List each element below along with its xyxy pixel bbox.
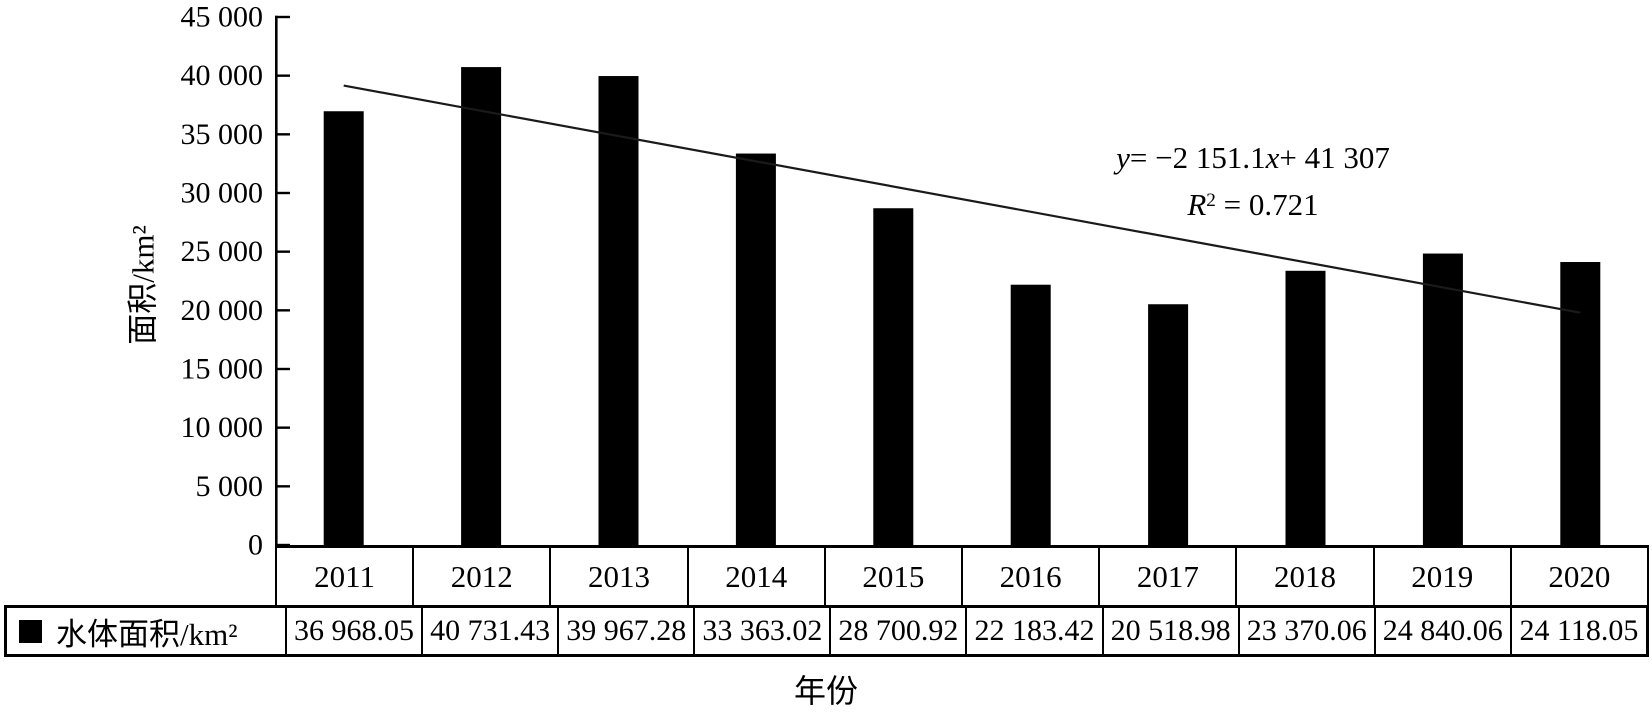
trendline-equation: y= −2 151.1x+ 41 307 R2 = 0.721	[1053, 134, 1453, 233]
legend-cell: 水体面积/km²	[7, 608, 287, 654]
y-tick-label: 45 000	[181, 1, 264, 34]
bar-chart-canvas: 0 5 000 10 000 15 000 20 000 25 000 30 000 35 0…	[181, 1, 1601, 561]
y-tick-label: 40 000	[181, 59, 264, 92]
data-table-row: 水体面积/km² 36 968.05 40 731.43 39 967.28 33 3…	[4, 605, 1649, 657]
equation-x-var: x	[1265, 140, 1280, 175]
equation-y-var: y	[1116, 140, 1130, 175]
y-tick-label: 20 000	[181, 294, 264, 327]
year-cell-2018: 2018	[1237, 548, 1375, 605]
y-tick-label: 35 000	[181, 118, 264, 151]
trend-line	[343, 84, 1581, 314]
year-cell-2015: 2015	[826, 548, 964, 605]
r-squared-exponent: 2	[1206, 189, 1216, 211]
year-cell-2011: 2011	[277, 548, 415, 605]
year-cell-2016: 2016	[963, 548, 1101, 605]
trendline-r-squared-line: R2 = 0.721	[1053, 181, 1453, 233]
value-cell-2015: 28 700.92	[831, 608, 968, 654]
y-tick-label: 15 000	[181, 353, 264, 386]
r-squared-symbol: R	[1187, 187, 1207, 222]
year-cell-2017: 2017	[1100, 548, 1238, 605]
legend-label: 水体面积/km²	[56, 616, 238, 652]
y-tick-label: 5 000	[196, 470, 264, 503]
bar-2013	[598, 76, 639, 547]
bar-2014	[735, 153, 776, 547]
year-cell-2020: 2020	[1548, 558, 1611, 594]
x-axis-year-row: 2011 2012 2013 2014 2015 2016 2017 2018 2019 2020	[275, 545, 1649, 605]
bar-2020	[1560, 262, 1601, 547]
r-squared-value: = 0.721	[1215, 187, 1319, 222]
x-axis-title: 年份	[793, 673, 858, 709]
value-cell-2014: 33 363.02	[695, 608, 832, 654]
value-cell-2018: 23 370.06	[1240, 608, 1376, 654]
bar-2019	[1422, 253, 1463, 548]
bar-2016	[1010, 284, 1051, 547]
bar-2018	[1285, 270, 1326, 547]
year-cell-2012: 2012	[414, 548, 552, 605]
value-cell-2013: 39 967.28	[559, 608, 696, 654]
y-tick-label: 25 000	[181, 235, 264, 268]
y-tick-label: 30 000	[181, 177, 264, 210]
trendline-equation-line1: y= −2 151.1x+ 41 307	[1053, 134, 1453, 181]
y-axis-title: 面积/km²	[125, 225, 161, 345]
bar-2017	[1148, 304, 1189, 547]
value-cell-2016: 22 183.42	[967, 608, 1104, 654]
value-cell-2017: 20 518.98	[1104, 608, 1240, 654]
equation-slope-text: = −2 151.1	[1129, 140, 1266, 175]
y-tick-label: 10 000	[181, 411, 264, 444]
value-cell-2011: 36 968.05	[287, 608, 424, 654]
year-cell-2014: 2014	[689, 548, 826, 605]
legend-swatch-icon	[19, 619, 42, 643]
bar-2015	[873, 208, 914, 547]
value-cell-2020: 24 118.05	[1519, 614, 1639, 647]
equation-intercept-text: + 41 307	[1279, 140, 1390, 175]
y-tick-label: 0	[248, 529, 263, 561]
year-cell-2013: 2013	[551, 548, 689, 605]
value-cell-2019: 24 840.06	[1376, 608, 1512, 654]
value-cell-2012: 40 731.43	[423, 608, 560, 654]
year-cell-2019: 2019	[1375, 548, 1512, 605]
bar-2012	[461, 67, 502, 547]
bar-2011	[323, 111, 364, 547]
